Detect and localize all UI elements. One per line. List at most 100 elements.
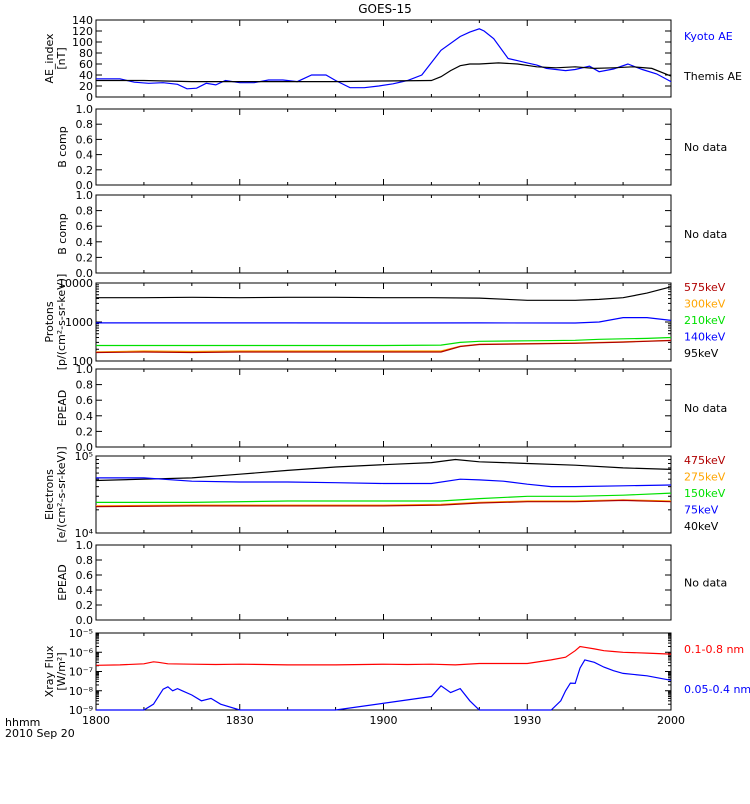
y-tick-label: 100 [72,36,93,49]
y-tick-label: 0.4 [76,410,94,423]
series-line-300kev [95,339,672,353]
legend-entry: Kyoto AE [684,30,733,43]
y-axis-label: EPEAD [56,390,69,427]
x-tick-label: 1930 [513,714,541,727]
y-tick-label: 0.4 [76,149,94,162]
y-tick-label: 10⁴ [75,527,94,540]
y-axis-label: [p/(cm²-s-sr-keV)] [55,274,68,371]
series-line-0-1-0-8-nm [95,645,672,666]
y-tick-label: 0.0 [76,614,94,627]
y-tick-label: 0.8 [76,118,94,131]
y-tick-label: 80 [79,47,93,60]
legend-entry: 575keV [684,281,726,294]
y-tick-label: 60 [79,58,93,71]
y-axis-label: Electrons [43,469,56,520]
y-tick-label: 10⁻⁶ [69,646,94,659]
y-tick-label: 10⁻⁵ [69,627,93,640]
y-tick-label: 0.2 [76,251,94,264]
legend-entry: No data [684,141,727,154]
series-line-95kev [96,286,672,301]
y-tick-label: 1.0 [76,189,94,202]
legend-entry: 0.05-0.4 nm [684,683,750,696]
chart-title: GOES-15 [358,2,412,16]
legend-entry: 40keV [684,520,719,533]
series-line-150kev [96,492,672,503]
y-tick-label: 20 [79,80,93,93]
y-tick-label: 10⁻⁹ [69,704,93,717]
y-tick-label: 0.8 [76,379,94,392]
y-tick-label: 0.6 [76,394,94,407]
series-line-140kev [96,317,672,324]
y-axis-label: [nT] [55,47,68,69]
legend-entry: 140keV [684,331,726,344]
y-tick-label: 100 [72,355,93,368]
panel-frame [95,194,672,274]
y-axis-label: B comp [56,126,69,168]
series-line-0-05-0-4-nm [96,659,672,711]
y-tick-label: 1.0 [76,363,94,376]
legend-entry: 300keV [684,298,726,311]
y-tick-label: 0.6 [76,569,94,582]
y-axis-label: EPEAD [56,564,69,601]
legend-entry: No data [684,402,727,415]
series-line-275kev [95,499,672,507]
y-tick-label: 0.8 [76,554,94,567]
y-tick-label: 120 [72,25,93,38]
legend-entry: Themis AE [683,70,742,83]
series-line-themis-ae [96,62,672,83]
legend-entry: 0.1-0.8 nm [684,643,744,656]
x-tick-label: 2000 [657,714,685,727]
y-tick-label: 0.0 [76,267,94,280]
panel-bcomp2: 0.0 0.2 0.4 0.6 0.8 1.0 B comp No data [56,189,727,280]
y-tick-label: 10000 [58,277,93,290]
y-axis-label: [W/m²] [55,652,68,690]
series-line-210kev [96,336,672,347]
panel-epead1: 0.0 0.2 0.4 0.6 0.8 1.0 EPEAD No data [56,363,727,454]
series-line-575kev [95,339,672,354]
x-tick-label: 1800 [82,714,110,727]
y-tick-label: 0.6 [76,133,94,146]
y-axis-label: [e/(cm²-s-sr-keV)] [55,446,68,542]
series-line-75kev [96,477,672,488]
y-axis-label: Protons [43,301,56,342]
legend-entry: 275keV [684,471,726,484]
y-tick-label: 10⁵ [75,450,93,463]
y-tick-label: 0.0 [76,179,94,192]
y-tick-label: 10⁻⁷ [69,666,93,679]
panel-frame [95,455,672,534]
y-tick-label: 0.2 [76,425,94,438]
panel-xray: 10⁻⁹ 10⁻⁸ 10⁻⁷ 10⁻⁶ 10⁻⁵ Xray Flux [W/m²] 0.1-0… [43,627,750,717]
y-tick-label: 1000 [65,316,93,329]
panel-frame [95,368,672,448]
series-line-kyoto-ae [96,28,672,90]
y-tick-label: 0.8 [76,205,94,218]
corner-label-hhmm: hhmm [5,716,40,729]
y-tick-label: 0.4 [76,584,94,597]
panel-frame [95,108,672,186]
corner-label-date: 2010 Sep 20 [5,727,75,740]
y-tick-label: 1.0 [76,103,94,116]
y-tick-label: 10⁻⁸ [69,685,94,698]
legend-entry: 210keV [684,314,726,327]
x-tick-label: 1900 [370,714,398,727]
y-tick-label: 0.0 [76,441,94,454]
x-tick-label: 1830 [226,714,254,727]
y-tick-label: 0.6 [76,220,94,233]
series-line-475kev [95,499,672,508]
legend-entry: 475keV [684,454,726,467]
y-axis-label: Xray Flux [43,645,56,697]
legend-entry: No data [684,228,727,241]
y-tick-label: 0.2 [76,599,94,612]
legend-entry: 75keV [684,504,719,517]
y-tick-label: 1.0 [76,539,94,552]
y-tick-label: 40 [79,69,93,82]
y-tick-label: 0 [86,91,93,104]
legend-entry: 150keV [684,487,726,500]
panel-frame [95,544,672,621]
series-line-40kev [95,458,672,482]
y-axis-label: B comp [56,213,69,255]
